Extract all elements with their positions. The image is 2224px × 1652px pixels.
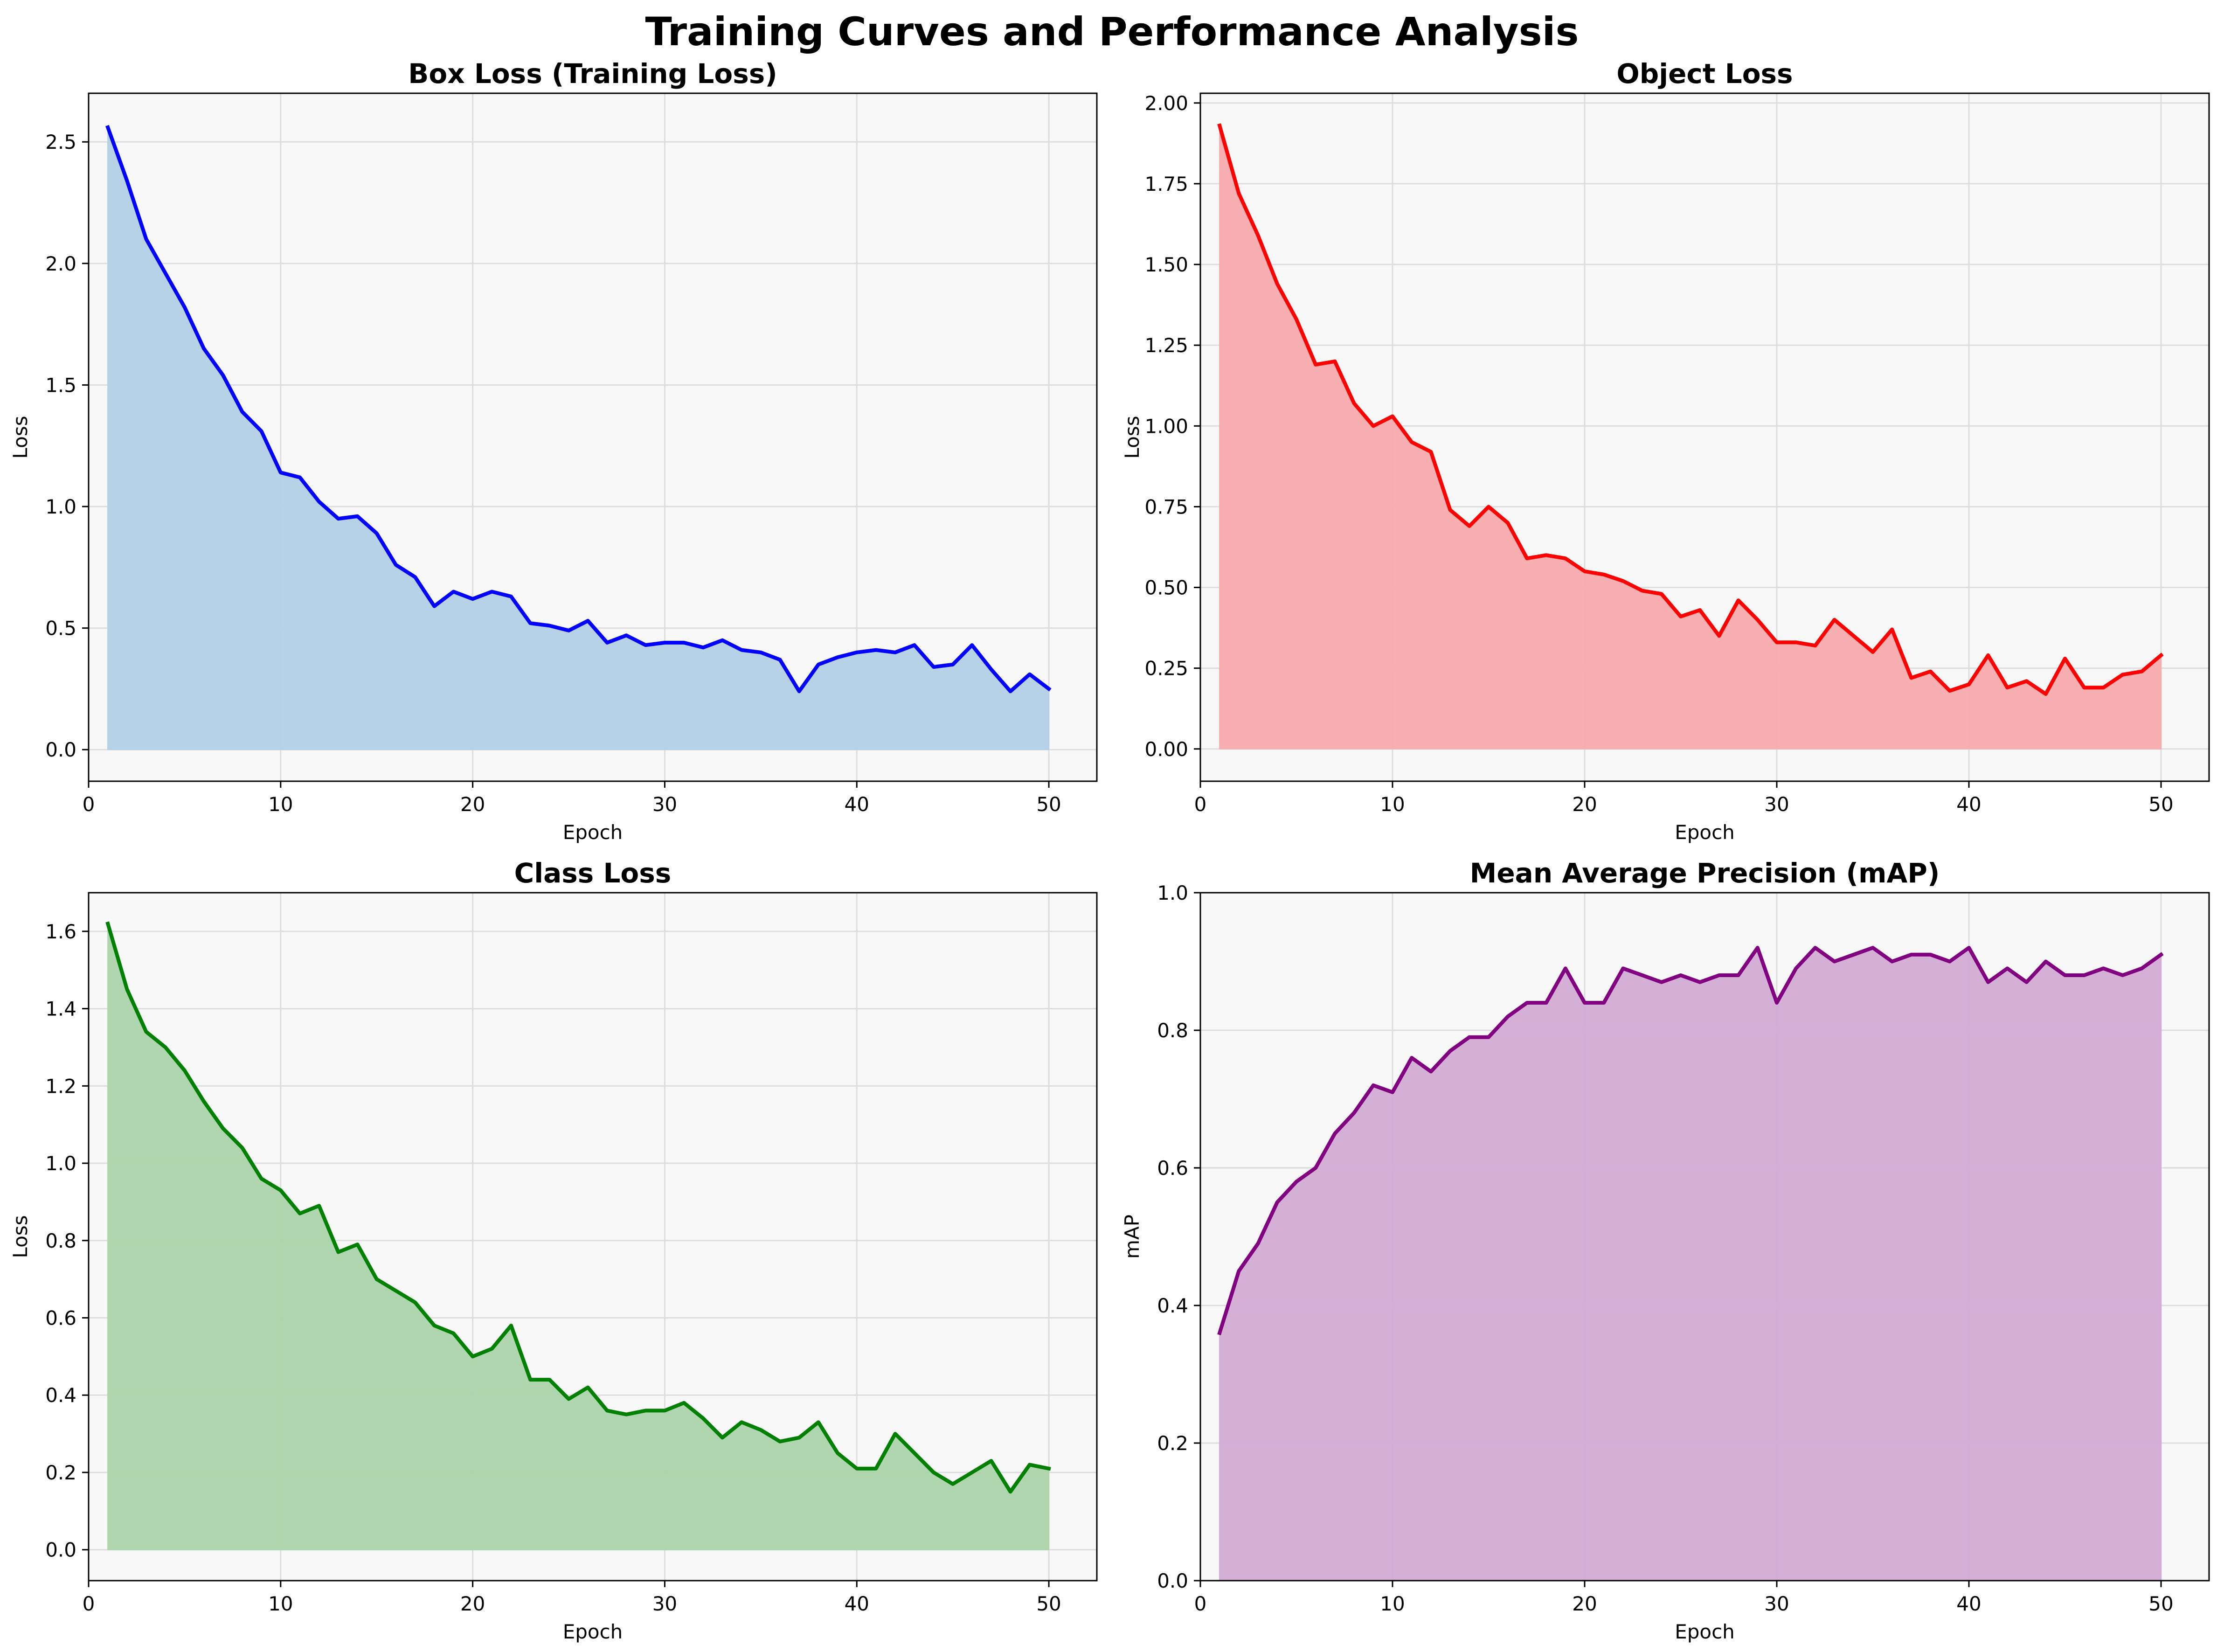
box-loss-x-tick-label: 10 (268, 793, 293, 816)
class-loss-y-tick-label: 0.6 (45, 1307, 76, 1330)
map-y-tick-label: 0.0 (1157, 1569, 1188, 1592)
class-loss-series-line (105, 921, 1051, 1494)
box-loss-y-tick-label: 1.0 (45, 495, 76, 518)
map-y-tick-label: 0.8 (1157, 1019, 1188, 1042)
class-loss-x-tick-label: 10 (268, 1592, 293, 1615)
class-loss-x-tick-label: 50 (1036, 1592, 1061, 1615)
object-loss-x-tick-label: 30 (1764, 793, 1789, 816)
map-x-tick-label: 20 (1572, 1592, 1597, 1615)
object-loss-y-tick-label: 0.25 (1144, 657, 1188, 680)
class-loss-y-tick-label: 1.0 (45, 1152, 76, 1175)
object-loss-x-tick-label: 0 (1194, 793, 1207, 816)
map-x-tick-label: 40 (1956, 1592, 1981, 1615)
box-loss-x-tick-label: 30 (652, 793, 677, 816)
box-loss-x-tick-label: 50 (1036, 793, 1061, 816)
box-loss-y-tick-label: 0.5 (45, 617, 76, 640)
box-loss-x-tick-label: 40 (845, 793, 869, 816)
box-loss-y-tick-label: 2.5 (45, 131, 76, 153)
map-x-tick-label: 10 (1380, 1592, 1405, 1615)
box-loss-y-axis-label: Loss (9, 416, 32, 458)
object-loss-y-tick-label: 1.50 (1144, 253, 1188, 276)
class-loss-y-tick-label: 0.0 (45, 1539, 76, 1562)
box-loss-y-tick-label: 0.0 (45, 738, 76, 761)
object-loss-x-axis-label: Epoch (1675, 821, 1735, 844)
class-loss-y-tick-label: 1.6 (45, 920, 76, 943)
map-axes-frame (1199, 892, 2210, 1582)
class-loss-y-tick-label: 1.4 (45, 998, 76, 1020)
map-x-tick-label: 50 (2148, 1592, 2173, 1615)
class-loss-x-tick-label: 30 (652, 1592, 677, 1615)
box-loss-series-line (105, 125, 1052, 694)
object-loss-y-tick-label: 2.00 (1144, 92, 1188, 115)
map-y-tick-label: 1.0 (1157, 882, 1188, 904)
class-loss-axes-frame (88, 892, 1098, 1582)
object-loss-chart: 0 10 20 30 40 50 0.00 0.25 0.50 0.75 1.00 1.25 1.50 1… (1121, 58, 2210, 844)
object-loss-x-tick-label: 20 (1572, 793, 1597, 816)
object-loss-y-tick-label: 0.00 (1144, 738, 1188, 761)
box-loss-x-tick-label: 0 (83, 793, 95, 816)
map-x-tick-label: 0 (1194, 1592, 1207, 1615)
map-x-axis-label: Epoch (1675, 1620, 1735, 1643)
class-loss-x-axis-label: Epoch (563, 1620, 623, 1643)
class-loss-chart: 0 10 20 30 40 50 0.0 0.2 0.4 0.6 0.8 1.0 1.2 1.4 1.6 Cl… (9, 857, 1098, 1643)
map-series-line (1217, 946, 2164, 1336)
object-loss-x-tick-label: 50 (2148, 793, 2173, 816)
class-loss-y-tick-label: 0.2 (45, 1461, 76, 1484)
class-loss-y-tick-label: 1.2 (45, 1075, 76, 1097)
object-loss-y-tick-label: 0.75 (1144, 495, 1188, 518)
map-x-tick-label: 30 (1764, 1592, 1789, 1615)
class-loss-y-tick-label: 0.4 (45, 1384, 76, 1407)
map-y-axis-label: mAP (1121, 1215, 1143, 1259)
class-loss-x-tick-label: 40 (845, 1592, 869, 1615)
object-loss-y-tick-label: 1.00 (1144, 415, 1188, 437)
object-loss-title: Object Loss (1616, 58, 1793, 90)
object-loss-y-tick-label: 0.50 (1144, 576, 1188, 599)
map-chart: 0 10 20 30 40 50 0.0 0.2 0.4 0.6 0.8 1.0 Mean Averag… (1121, 857, 2210, 1643)
box-loss-y-tick-label: 1.5 (45, 374, 76, 396)
box-loss-y-tick-label: 2.0 (45, 252, 76, 275)
class-loss-x-tick-label: 20 (460, 1592, 485, 1615)
object-loss-series-line (1217, 123, 2164, 696)
class-loss-title: Class Loss (514, 857, 672, 889)
class-loss-x-tick-label: 0 (83, 1592, 95, 1615)
figure-title: Training Curves and Performance Analysis (645, 9, 1579, 55)
object-loss-y-tick-label: 1.75 (1144, 173, 1188, 195)
box-loss-title: Box Loss (Training Loss) (408, 58, 777, 90)
box-loss-axes-frame (88, 92, 1098, 782)
map-y-tick-label: 0.2 (1157, 1432, 1188, 1455)
object-loss-x-tick-label: 10 (1380, 793, 1405, 816)
box-loss-x-tick-label: 20 (460, 793, 485, 816)
object-loss-y-tick-label: 1.25 (1144, 334, 1188, 357)
map-y-tick-label: 0.6 (1157, 1157, 1188, 1180)
box-loss-chart: 0 10 20 30 40 50 0.0 0.5 1.0 1.5 2.0 2.5 Box Loss (T… (9, 58, 1098, 844)
object-loss-y-axis-label: Loss (1121, 416, 1143, 458)
class-loss-y-tick-label: 0.8 (45, 1229, 76, 1252)
object-loss-x-tick-label: 40 (1956, 793, 1981, 816)
box-loss-x-axis-label: Epoch (563, 821, 623, 844)
map-title: Mean Average Precision (mAP) (1470, 857, 1940, 889)
object-loss-axes-frame (1199, 92, 2210, 782)
map-y-tick-label: 0.4 (1157, 1294, 1188, 1317)
class-loss-y-axis-label: Loss (9, 1215, 32, 1258)
